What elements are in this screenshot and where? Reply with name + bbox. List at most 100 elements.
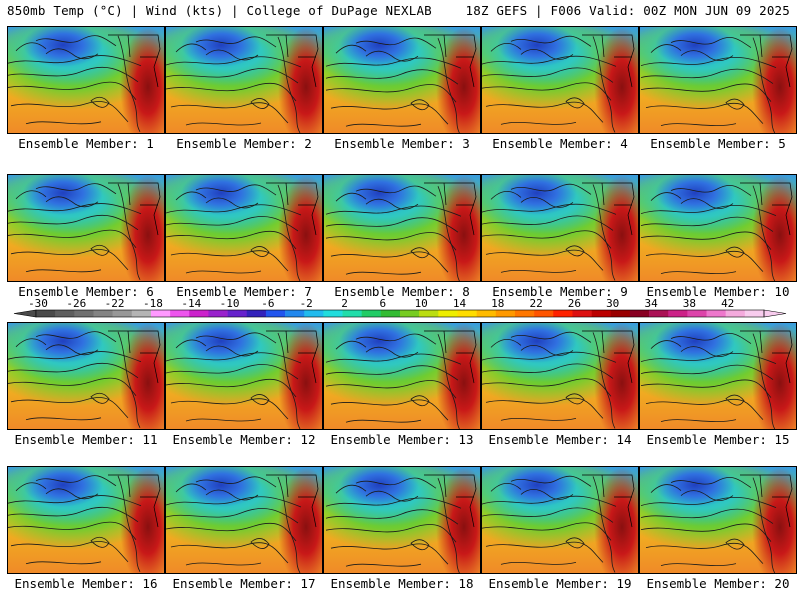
ensemble-member-panel: Ensemble Member: 9: [481, 174, 639, 304]
colorbar-segment: [706, 310, 726, 317]
colorbar-segment: [131, 310, 152, 317]
colorbar-tick-label: 38: [683, 297, 696, 310]
wind-contours: [640, 182, 793, 281]
ensemble-member-panel: Ensemble Member: 2: [165, 26, 323, 156]
colorbar-segment: [553, 310, 573, 317]
wind-contours: [325, 182, 477, 281]
wind-contours: [8, 330, 161, 428]
colorbar-tick-label: 2: [341, 297, 348, 310]
ensemble-member-label: Ensemble Member: 17: [172, 576, 316, 591]
temperature-map: [165, 26, 323, 134]
colorbar-segment: [419, 310, 439, 317]
temperature-map: [639, 174, 797, 282]
wind-contours: [166, 474, 319, 573]
temperature-map: [639, 466, 797, 574]
colorbar-tick-label: -14: [181, 297, 201, 310]
colorbar-segment: [150, 310, 171, 317]
temperature-map: [481, 26, 639, 134]
colorbar-segment: [93, 310, 113, 317]
ensemble-member-panel: Ensemble Member: 15: [639, 322, 797, 452]
wind-contours: [166, 330, 319, 429]
wind-contours: [8, 474, 161, 572]
colorbar-segment: [649, 310, 669, 317]
wind-contours: [8, 34, 161, 132]
colorbar-segment: [495, 310, 516, 317]
ensemble-member-panel: Ensemble Member: 18: [323, 466, 481, 596]
wind-contours: [482, 330, 635, 429]
colorbar-segment: [285, 310, 305, 317]
wind-contours: [640, 34, 793, 133]
ensemble-member-label: Ensemble Member: 2: [176, 136, 312, 151]
colorbar-segment: [400, 310, 420, 317]
colorbar-segment: [725, 310, 746, 317]
temperature-map: [7, 322, 165, 430]
ensemble-member-panel: Ensemble Member: 6: [7, 174, 165, 304]
colorbar-segment: [629, 310, 650, 317]
colorbar-tick-label: 30: [606, 297, 619, 310]
ensemble-member-panel: Ensemble Member: 1: [7, 26, 165, 156]
colorbar-segment: [476, 310, 497, 317]
colorbar-segment: [438, 310, 458, 317]
temperature-map: [323, 174, 481, 282]
colorbar-segment: [514, 310, 535, 317]
ensemble-member-label: Ensemble Member: 5: [650, 136, 786, 151]
colorbar-segment: [380, 310, 401, 317]
ensemble-member-panel: Ensemble Member: 4: [481, 26, 639, 156]
wind-contours: [166, 34, 319, 133]
colorbar-segment: [457, 310, 477, 317]
colorbar-tick-label: -2: [300, 297, 313, 310]
ensemble-member-panel: Ensemble Member: 7: [165, 174, 323, 304]
ensemble-member-panel: Ensemble Member: 19: [481, 466, 639, 596]
temperature-map: [481, 466, 639, 574]
temperature-map: [7, 26, 165, 134]
ensemble-member-label: Ensemble Member: 6: [18, 284, 154, 299]
colorbar-segment: [323, 310, 343, 317]
colorbar-segment: [36, 310, 56, 317]
colorbar-tick-label: 22: [529, 297, 542, 310]
wind-contours: [482, 474, 635, 573]
ensemble-member-panel: Ensemble Member: 14: [481, 322, 639, 452]
colorbar-segment: [342, 310, 362, 317]
temperature-map: [639, 322, 797, 430]
ensemble-member-label: Ensemble Member: 7: [176, 284, 312, 299]
colorbar-segment: [668, 310, 688, 317]
colorbar-tick-label: 10: [415, 297, 428, 310]
colorbar-segment: [246, 310, 267, 317]
colorbar-segment: [189, 310, 209, 317]
temperature-map: [323, 466, 481, 574]
colorbar-segment: [610, 310, 631, 317]
ensemble-member-panel: Ensemble Member: 20: [639, 466, 797, 596]
ensemble-member-panel: Ensemble Member: 3: [323, 26, 481, 156]
colorbar-segment: [112, 310, 133, 317]
colorbar-tick-label: 14: [453, 297, 467, 310]
wind-contours: [640, 474, 793, 573]
wind-contours: [8, 182, 161, 280]
colorbar-tick-label: -6: [261, 297, 274, 310]
colorbar-tick-label: 26: [568, 297, 581, 310]
wind-contours: [166, 182, 319, 281]
wind-contours: [640, 330, 793, 429]
temperature-map: [165, 466, 323, 574]
ensemble-member-label: Ensemble Member: 14: [488, 432, 632, 447]
wind-contours: [482, 182, 635, 281]
colorbar-tick-label: -30: [28, 297, 48, 310]
colorbar-segment: [227, 310, 248, 317]
temperature-map: [7, 466, 165, 574]
ensemble-member-panel: Ensemble Member: 5: [639, 26, 797, 156]
colorbar-segment: [55, 310, 75, 317]
colorbar-tick-label: 34: [644, 297, 658, 310]
ensemble-member-panel: Ensemble Member: 17: [165, 466, 323, 596]
colorbar-segment: [304, 310, 324, 317]
temperature-map: [481, 322, 639, 430]
colorbar-segment: [208, 310, 228, 317]
temperature-map: [639, 26, 797, 134]
ensemble-member-label: Ensemble Member: 20: [646, 576, 790, 591]
ensemble-member-label: Ensemble Member: 10: [646, 284, 790, 299]
colorbar-tick-label: -18: [143, 297, 163, 310]
colorbar-tick-label: 18: [491, 297, 504, 310]
colorbar-segment: [74, 310, 94, 317]
ensemble-member-label: Ensemble Member: 11: [14, 432, 158, 447]
ensemble-member-panel: Ensemble Member: 10: [639, 174, 797, 304]
colorbar-segment: [170, 310, 190, 317]
ensemble-member-label: Ensemble Member: 19: [488, 576, 632, 591]
